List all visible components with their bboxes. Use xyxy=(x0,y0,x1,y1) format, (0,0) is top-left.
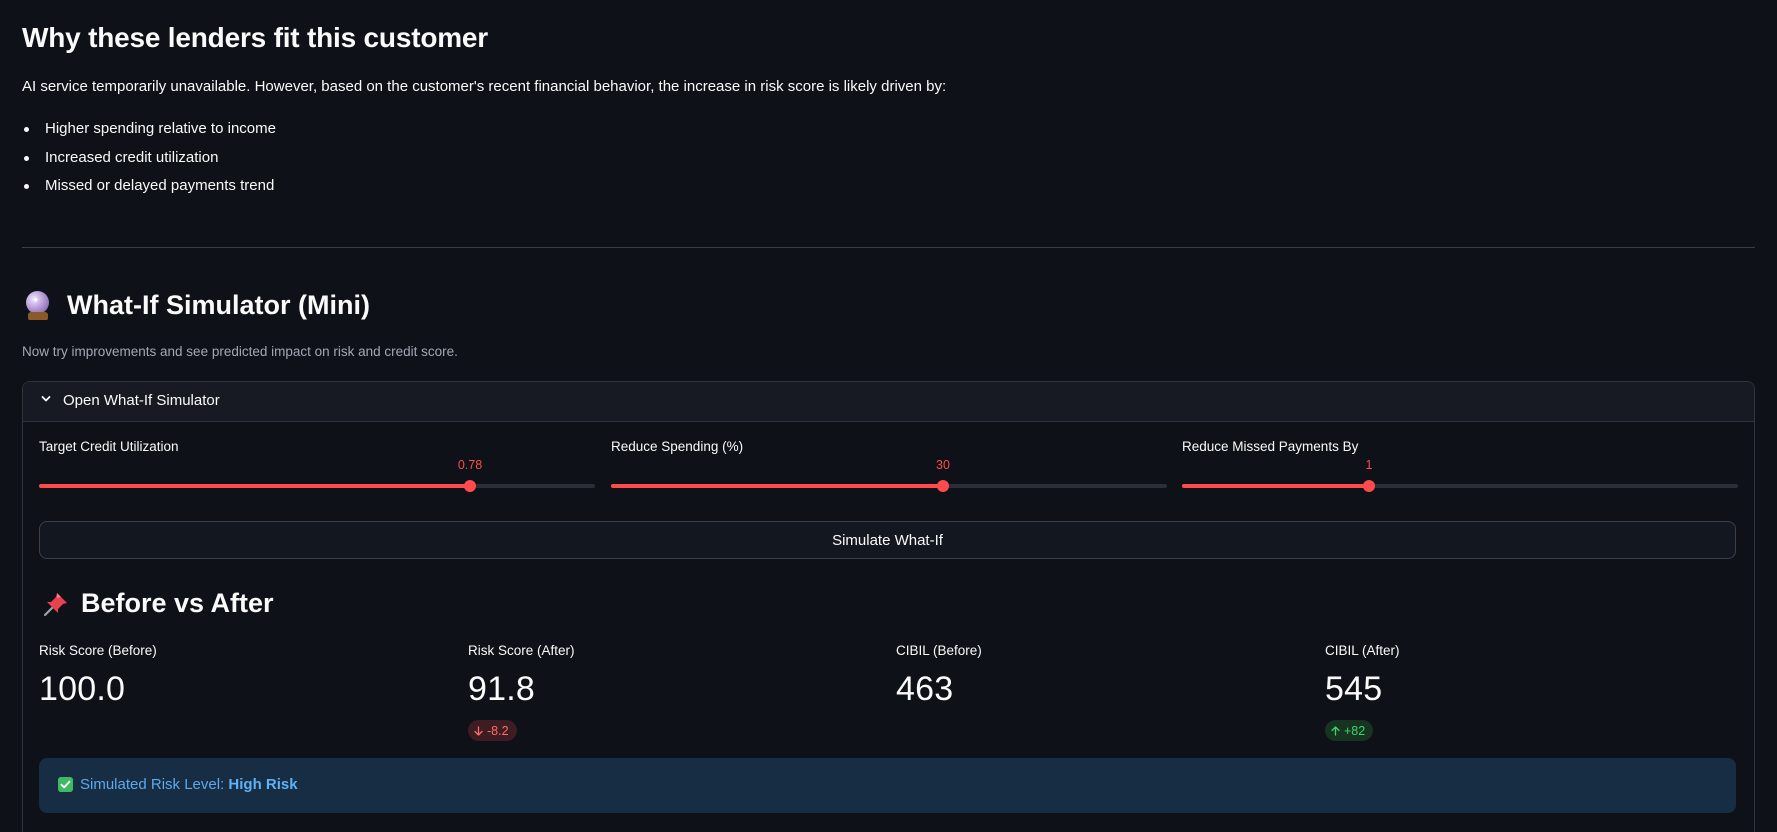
divider xyxy=(22,247,1755,248)
section-title-before-after: Before vs After xyxy=(41,588,274,619)
metric-value: 463 xyxy=(896,670,954,708)
slider-fill xyxy=(39,484,470,488)
slider-value: 0.78 xyxy=(457,458,483,472)
expander-header[interactable]: Open What-If Simulator xyxy=(23,382,1754,422)
metric-delta-badge: -8.2 xyxy=(468,720,517,741)
slider-fill xyxy=(611,484,943,488)
chevron-down-icon xyxy=(41,396,51,402)
ai-unavailable-message: AI service temporarily unavailable. Howe… xyxy=(22,78,947,95)
slider-fill xyxy=(1182,484,1369,488)
slider-value: 30 xyxy=(936,458,950,472)
before-after-title-text: Before vs After xyxy=(81,588,274,618)
slider-thumb[interactable] xyxy=(464,480,476,492)
metric-cibil-after: CIBIL (After) 545 +82 xyxy=(1325,643,1725,741)
slider-label: Reduce Missed Payments By xyxy=(1182,439,1359,454)
arrow-down-icon xyxy=(474,725,483,736)
crystal-ball-icon: ✦ xyxy=(24,290,52,321)
what-if-expander: Open What-If Simulator Target Credit Uti… xyxy=(22,381,1755,832)
slider-reduce-spending: Reduce Spending (%) 30 xyxy=(611,439,1167,499)
pushpin-icon xyxy=(43,592,67,616)
section-title-lender-fit: Why these lenders fit this customer xyxy=(22,22,488,53)
metric-label: CIBIL (Before) xyxy=(896,643,982,658)
expander-label: Open What-If Simulator xyxy=(63,392,220,409)
metric-delta-badge: +82 xyxy=(1325,720,1374,741)
slider-thumb[interactable] xyxy=(937,480,949,492)
slider-thumb[interactable] xyxy=(1363,480,1375,492)
slider-track[interactable] xyxy=(1182,484,1738,488)
slider-reduce-missed-payments: Reduce Missed Payments By 1 xyxy=(1182,439,1738,499)
metric-value: 545 xyxy=(1325,670,1383,708)
metric-cibil-before: CIBIL (Before) 463 xyxy=(896,643,1296,712)
simulate-what-if-button[interactable]: Simulate What-If xyxy=(39,521,1736,559)
slider-value: 1 xyxy=(1365,458,1373,472)
arrow-up-icon xyxy=(1331,725,1340,736)
simulated-risk-text: Simulated Risk Level: High Risk xyxy=(80,776,298,793)
metric-label: CIBIL (After) xyxy=(1325,643,1400,658)
list-item: Missed or delayed payments trend xyxy=(22,175,276,204)
check-mark-icon xyxy=(58,777,73,792)
section-title-what-if: ✦ What-If Simulator (Mini) xyxy=(24,290,370,321)
metric-label: Risk Score (After) xyxy=(468,643,575,658)
slider-label: Target Credit Utilization xyxy=(39,439,179,454)
what-if-title-text: What-If Simulator (Mini) xyxy=(67,290,370,320)
simulator-caption: Now try improvements and see predicted i… xyxy=(22,344,458,359)
list-item: Higher spending relative to income xyxy=(22,118,276,147)
list-item: Increased credit utilization xyxy=(22,147,276,176)
slider-label: Reduce Spending (%) xyxy=(611,439,744,454)
metric-risk-before: Risk Score (Before) 100.0 xyxy=(39,643,439,712)
metric-label: Risk Score (Before) xyxy=(39,643,157,658)
slider-target-credit-utilization: Target Credit Utilization 0.78 xyxy=(39,439,595,499)
risk-driver-list: Higher spending relative to income Incre… xyxy=(22,118,276,204)
risk-level-prefix: Simulated Risk Level: xyxy=(80,776,229,793)
metric-delta-value: +82 xyxy=(1344,723,1366,738)
metric-delta-value: -8.2 xyxy=(487,723,509,738)
metric-risk-after: Risk Score (After) 91.8 -8.2 xyxy=(468,643,868,741)
simulated-risk-alert: Simulated Risk Level: High Risk xyxy=(39,758,1736,813)
risk-level-value: High Risk xyxy=(228,776,298,793)
metric-value: 91.8 xyxy=(468,670,535,708)
metric-value: 100.0 xyxy=(39,670,126,708)
